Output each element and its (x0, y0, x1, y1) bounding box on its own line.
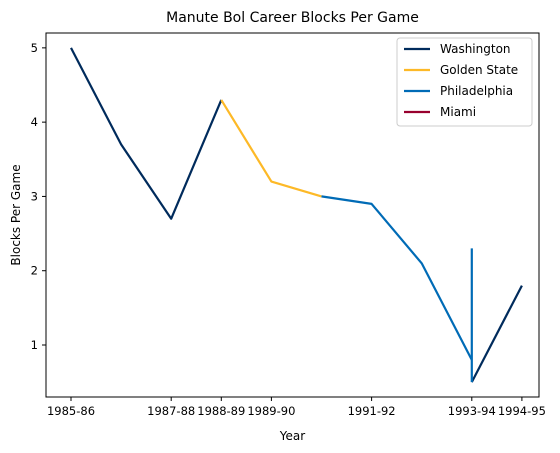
legend: Washington Golden State Philadelphia Miami (396, 37, 533, 127)
series-line-washington-0 (70, 47, 223, 220)
series-line-golden-state-0 (220, 99, 322, 198)
x-tick-label: 1985-86 (47, 404, 95, 418)
x-tick-label: 1993-94 (448, 404, 496, 418)
y-tick-label: 5 (31, 41, 38, 55)
x-tick-label: 1988-89 (197, 404, 245, 418)
x-axis: 1985-86 1987-88 1988-89 1989-90 1991-92 1993-… (47, 397, 546, 418)
legend-label: Philadelphia (440, 84, 513, 98)
y-tick-label: 2 (31, 264, 38, 278)
x-axis-label: Year (279, 429, 305, 443)
y-tick-label: 3 (31, 189, 38, 203)
legend-box (396, 37, 533, 127)
x-tick-label: 1994-95 (498, 404, 546, 418)
y-axis: 1 2 3 4 5 (31, 41, 46, 352)
x-tick-label: 1989-90 (247, 404, 295, 418)
y-axis-label: Blocks Per Game (9, 164, 23, 265)
legend-label: Golden State (440, 63, 518, 77)
chart-title: Manute Bol Career Blocks Per Game (166, 10, 419, 26)
y-tick-label: 4 (31, 115, 38, 129)
y-tick-label: 1 (31, 338, 38, 352)
x-tick-label: 1987-88 (147, 404, 195, 418)
series-line-philadelphia-0 (321, 195, 473, 361)
plot-frame (45, 32, 540, 398)
legend-label: Washington (440, 42, 511, 56)
x-tick-label: 1991-92 (348, 404, 396, 418)
legend-label: Miami (440, 105, 476, 119)
series-line-washington-1 (470, 285, 523, 383)
series-lines (70, 47, 523, 383)
